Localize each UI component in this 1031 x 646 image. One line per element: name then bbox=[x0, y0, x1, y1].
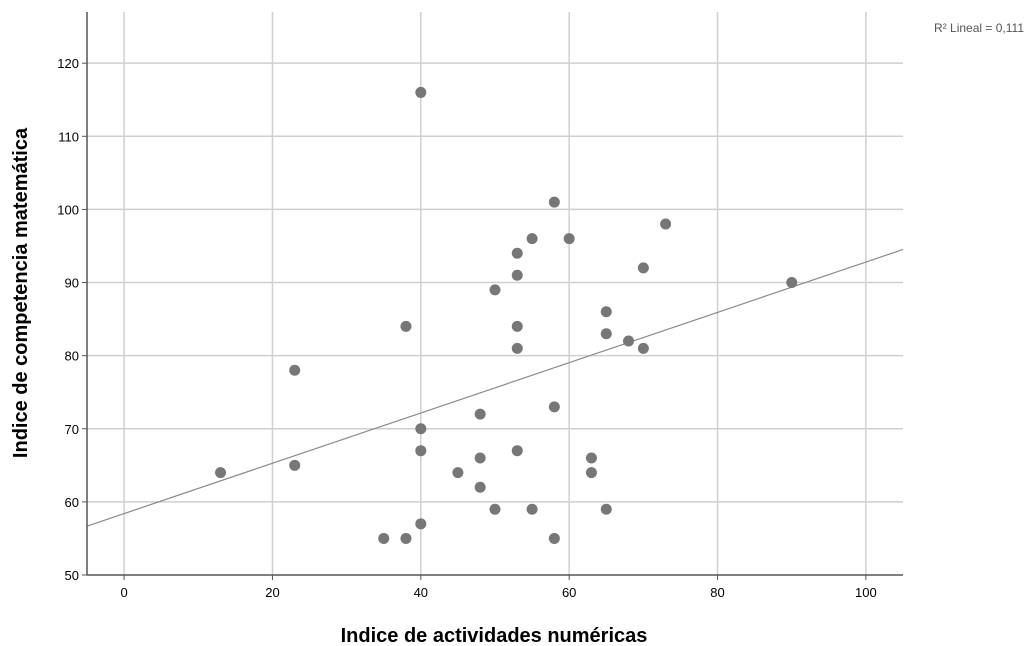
data-point bbox=[489, 503, 501, 515]
r-squared-annotation: R² Lineal = 0,111 bbox=[934, 21, 1024, 35]
data-point bbox=[511, 445, 523, 457]
data-point bbox=[526, 233, 538, 245]
data-point bbox=[474, 452, 486, 464]
data-point bbox=[600, 306, 612, 318]
data-point bbox=[415, 445, 427, 457]
data-point bbox=[378, 532, 390, 544]
y-tick-label: 100 bbox=[57, 202, 79, 217]
data-point bbox=[563, 233, 575, 245]
data-point bbox=[474, 481, 486, 493]
data-point bbox=[400, 320, 412, 332]
grid-lines bbox=[87, 12, 903, 575]
data-point bbox=[452, 467, 464, 479]
fit-line-group bbox=[86, 248, 904, 527]
data-point bbox=[548, 532, 560, 544]
x-tick-label: 80 bbox=[710, 585, 724, 600]
axes bbox=[82, 12, 903, 580]
data-point bbox=[215, 467, 227, 479]
data-point bbox=[511, 269, 523, 281]
data-point bbox=[415, 86, 427, 98]
x-tick-label: 40 bbox=[414, 585, 428, 600]
data-point bbox=[637, 342, 649, 354]
data-point bbox=[786, 277, 798, 289]
y-tick-label: 50 bbox=[65, 568, 79, 583]
y-tick-label: 120 bbox=[57, 56, 79, 71]
data-point bbox=[548, 196, 560, 208]
x-axis-title: Indice de actividades numéricas bbox=[341, 625, 648, 646]
x-tick-label: 60 bbox=[562, 585, 576, 600]
data-point bbox=[489, 284, 501, 296]
y-tick-label: 90 bbox=[65, 276, 79, 291]
data-point bbox=[526, 503, 538, 515]
data-point bbox=[623, 335, 635, 347]
data-point bbox=[289, 364, 301, 376]
data-point bbox=[548, 401, 560, 413]
y-tick-label: 110 bbox=[58, 129, 79, 144]
data-point bbox=[585, 452, 597, 464]
data-point bbox=[415, 518, 427, 530]
data-point bbox=[585, 467, 597, 479]
data-point bbox=[660, 218, 672, 230]
y-axis-title: Indice de competencia matemática bbox=[10, 127, 32, 458]
data-points bbox=[215, 86, 798, 544]
x-tick-label: 100 bbox=[855, 585, 877, 600]
data-point bbox=[289, 459, 301, 471]
data-point bbox=[600, 503, 612, 515]
x-tick-label: 0 bbox=[120, 585, 127, 600]
data-point bbox=[637, 262, 649, 274]
y-tick-label: 80 bbox=[65, 349, 79, 364]
x-tick-labels: 0 20 40 60 80 100 bbox=[120, 585, 876, 600]
data-point bbox=[415, 423, 427, 435]
data-point bbox=[511, 320, 523, 332]
x-tick-label: 20 bbox=[265, 585, 279, 600]
data-point bbox=[511, 342, 523, 354]
y-tick-label: 70 bbox=[65, 422, 79, 437]
data-point bbox=[600, 328, 612, 340]
y-tick-labels: 50 60 70 80 90 100 110 120 bbox=[57, 56, 79, 583]
data-point bbox=[400, 532, 412, 544]
data-point bbox=[474, 408, 486, 420]
fit-line bbox=[86, 248, 904, 527]
data-point bbox=[511, 247, 523, 259]
y-tick-label: 60 bbox=[65, 495, 79, 510]
